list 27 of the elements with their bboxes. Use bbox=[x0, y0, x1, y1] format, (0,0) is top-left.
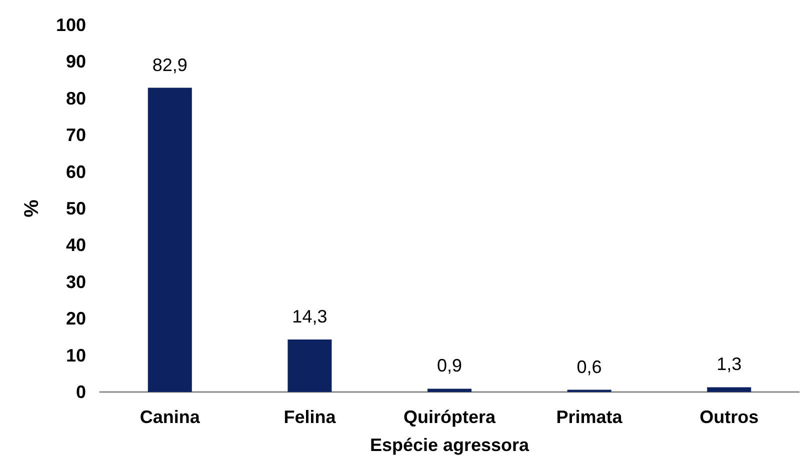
y-tick-label: 80 bbox=[66, 88, 86, 108]
y-axis-title: % bbox=[21, 199, 43, 218]
bar bbox=[707, 387, 752, 392]
y-tick-label: 10 bbox=[66, 345, 86, 366]
y-tick-label: 20 bbox=[66, 308, 86, 329]
y-tick-label: 60 bbox=[66, 162, 86, 182]
y-tick-label: 0 bbox=[76, 382, 86, 402]
bar bbox=[428, 388, 472, 392]
y-tick-label: 40 bbox=[66, 235, 86, 256]
data-label: 82,9 bbox=[152, 54, 188, 75]
x-tick-label: Quiróptera bbox=[403, 407, 496, 427]
data-label: 0,6 bbox=[576, 356, 602, 377]
x-tick-label: Outros bbox=[700, 407, 759, 427]
x-axis-title: Espécie agressora bbox=[370, 435, 530, 455]
bar bbox=[288, 340, 332, 392]
y-tick-label: 30 bbox=[66, 272, 86, 292]
y-tick-label: 70 bbox=[66, 125, 86, 146]
y-tick-label: 90 bbox=[66, 52, 86, 72]
x-tick-label: Canina bbox=[140, 407, 201, 427]
x-tick-label: Primata bbox=[556, 407, 624, 427]
data-label: 0,9 bbox=[436, 356, 462, 376]
bar bbox=[148, 88, 192, 392]
y-tick-label: 50 bbox=[66, 198, 86, 218]
y-tick-label: 100 bbox=[56, 15, 86, 35]
data-label: 14,3 bbox=[292, 306, 328, 327]
x-tick-label: Felina bbox=[284, 407, 337, 427]
data-label: 1,3 bbox=[716, 354, 742, 374]
